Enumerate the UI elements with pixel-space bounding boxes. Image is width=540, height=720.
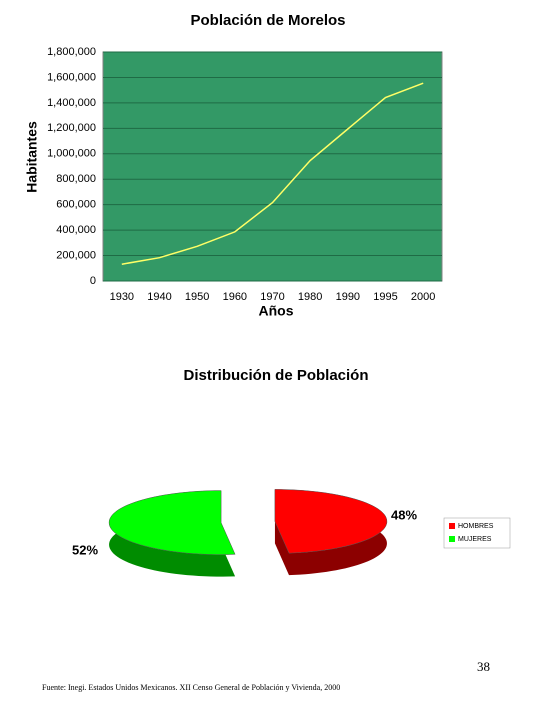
line xyxy=(121,82,424,265)
x-tick-label: 1995 xyxy=(373,291,397,303)
chart-title: Población de Morelos xyxy=(190,12,345,29)
plot-area xyxy=(102,51,443,282)
x-tick-label: 1940 xyxy=(147,291,171,303)
data-label: 52% xyxy=(72,542,98,557)
data-label: 48% xyxy=(391,507,417,522)
y-tick-label: 400,000 xyxy=(56,224,96,236)
legend-swatch xyxy=(449,523,455,529)
x-tick-label: 1960 xyxy=(223,291,247,303)
y-tick-label: 1,000,000 xyxy=(47,148,96,160)
x-tick-label: 1980 xyxy=(298,291,322,303)
x-tick-label: 1990 xyxy=(336,291,360,303)
y-tick-label: 200,000 xyxy=(56,249,96,261)
x-axis-title: Años xyxy=(259,303,294,319)
legend-label: MUJERES xyxy=(458,536,492,543)
y-tick-label: 800,000 xyxy=(56,173,96,185)
legend-label: HOMBRES xyxy=(458,523,494,530)
y-tick-label: 1,400,000 xyxy=(47,97,96,109)
x-tick-label: 1930 xyxy=(110,291,134,303)
chart-title: Distribución de Población xyxy=(183,367,368,384)
x-tick-label: 1970 xyxy=(260,291,284,303)
x-tick-label: 2000 xyxy=(411,291,435,303)
x-tick-label: 1950 xyxy=(185,291,209,303)
y-tick-label: 0 xyxy=(90,275,96,287)
source-note: Fuente: Inegi. Estados Unidos Mexicanos.… xyxy=(42,683,340,692)
pie-slice xyxy=(108,490,236,555)
y-tick-label: 1,600,000 xyxy=(47,71,96,83)
legend-box xyxy=(443,517,511,549)
legend-swatch xyxy=(449,536,455,542)
y-tick-label: 1,800,000 xyxy=(47,46,96,58)
y-tick-label: 600,000 xyxy=(56,199,96,211)
y-axis-title: Habitantes xyxy=(24,121,40,193)
y-tick-label: 1,200,000 xyxy=(47,122,96,134)
pie-slice xyxy=(274,489,388,554)
page-number: 38 xyxy=(477,659,490,674)
